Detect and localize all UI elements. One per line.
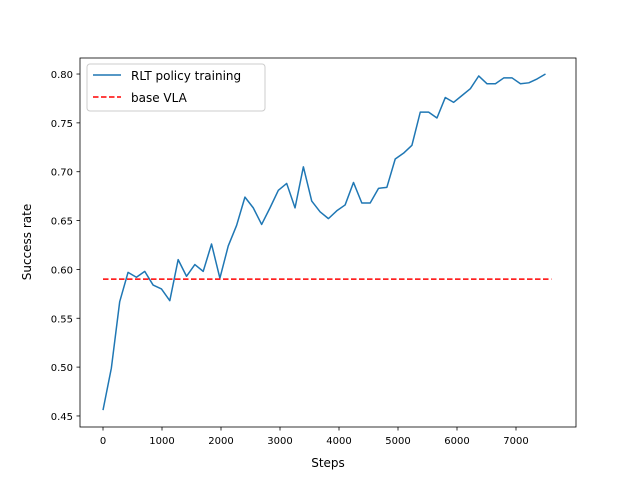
- legend-label-base: base VLA: [131, 91, 188, 105]
- y-tick-label: 0.70: [51, 168, 73, 179]
- axes-frame: [79, 57, 577, 428]
- x-tick-label: 6000: [444, 436, 469, 447]
- y-tick-label: 0.55: [51, 314, 73, 325]
- series-line-rlt-policy-training: [102, 73, 546, 411]
- x-tick-label: 4000: [326, 436, 351, 447]
- x-tick-label: 2000: [208, 436, 233, 447]
- x-tick-label: 3000: [267, 436, 292, 447]
- x-tick-label: 1000: [149, 436, 174, 447]
- x-tick-label: 5000: [385, 436, 410, 447]
- x-tick-label: 7000: [503, 436, 528, 447]
- legend-box: [86, 63, 266, 112]
- legend-label-rlt: RLT policy training: [131, 69, 241, 83]
- y-tick-label: 0.50: [51, 363, 73, 374]
- y-tick-label: 0.80: [51, 70, 73, 81]
- x-axis-label: Steps: [311, 456, 345, 470]
- x-tick-label: 0: [100, 436, 106, 447]
- y-tick-label: 0.65: [51, 217, 73, 228]
- y-axis-label: Success rate: [20, 204, 34, 281]
- y-tick-label: 0.60: [51, 265, 73, 276]
- y-tick-label: 0.45: [51, 412, 73, 423]
- y-tick-label: 0.75: [51, 119, 73, 130]
- legend: RLT policy training base VLA: [86, 63, 266, 112]
